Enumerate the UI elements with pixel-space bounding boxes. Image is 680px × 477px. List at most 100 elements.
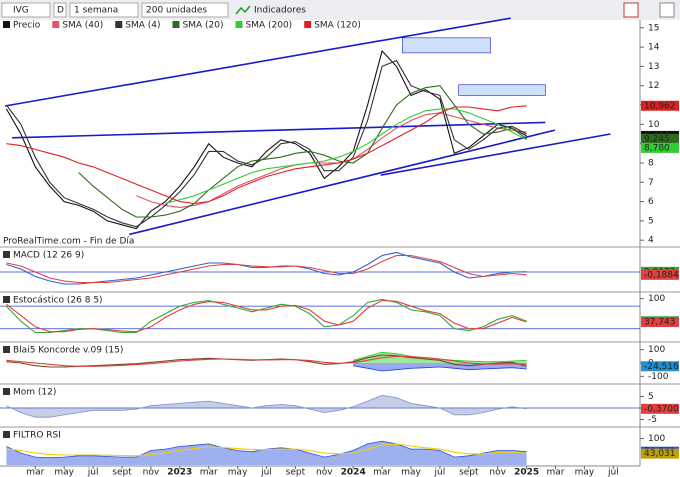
series-line: [6, 440, 527, 459]
panel-title: Estocástico (26 8 5): [13, 296, 103, 306]
units[interactable]: 200 unidades: [146, 6, 207, 16]
legend-swatch: [304, 21, 312, 28]
y-tick-label: 4: [648, 236, 654, 246]
y-tick-label: 13: [648, 62, 659, 72]
x-tick-label: jul: [260, 468, 272, 477]
price-tag-label: -24,516: [644, 362, 679, 372]
y-tick-label: 100: [648, 345, 665, 355]
y-tick-label: 14: [648, 43, 660, 53]
x-tick-label: jul: [87, 468, 99, 477]
source-note: ProRealTime.com - Fin de Día: [3, 237, 134, 247]
x-tick-label: nov: [316, 468, 333, 477]
trend-line: [380, 133, 611, 176]
price-tag-label: -0,3700: [644, 404, 679, 414]
price-tag-label: 9,245: [644, 134, 670, 144]
panel-title-icon: [3, 346, 10, 353]
mode-box[interactable]: [53, 2, 67, 18]
y-tick-label: 12: [648, 81, 659, 91]
legend-swatch: [3, 21, 10, 28]
legend-label: SMA (4): [125, 21, 160, 31]
y-tick-label: 10: [648, 120, 660, 130]
x-tick-label: mar: [200, 468, 218, 477]
period-box[interactable]: [69, 2, 139, 18]
alert-button[interactable]: [623, 2, 639, 18]
legend-label: Precio: [13, 21, 41, 31]
series-line: [78, 85, 527, 218]
symbol[interactable]: IVG: [13, 6, 29, 16]
series-line: [5, 49, 527, 230]
price-tag: [641, 100, 679, 111]
zone: [402, 37, 491, 54]
period[interactable]: 1 semana: [74, 6, 118, 16]
mode[interactable]: D: [57, 6, 64, 16]
area: [6, 441, 527, 465]
panel-title: Blai5 Koncorde v.09 (15): [13, 346, 123, 356]
panel-title-icon: [3, 431, 10, 438]
legend-label: SMA (200): [245, 21, 292, 31]
x-tick-label: nov: [143, 468, 160, 477]
panel-title: MACD (12 26 9): [13, 251, 84, 261]
legend-swatch: [235, 21, 243, 28]
price-tag: [641, 317, 679, 328]
x-tick-label: mar: [26, 468, 44, 477]
legend-swatch: [172, 21, 180, 28]
x-tick-label: sept: [459, 468, 479, 477]
price-tag-label: 43,031: [644, 449, 676, 459]
price-tag: [641, 448, 679, 459]
price-tag-label: -0,1884: [644, 270, 679, 280]
series-line: [136, 112, 527, 208]
y-tick-label: 6: [648, 197, 654, 207]
series-line: [6, 299, 527, 333]
settings-button[interactable]: [659, 2, 675, 18]
legend-label: SMA (120): [314, 21, 361, 31]
legend-swatch: [52, 21, 60, 28]
series-line: [5, 59, 527, 228]
area: [6, 395, 527, 418]
legend-label: SMA (40): [62, 21, 103, 31]
price-tag-label: 8,780: [644, 143, 670, 153]
series-line: [6, 105, 527, 205]
x-tick-label: sept: [286, 468, 306, 477]
panel-title-icon: [3, 251, 10, 258]
x-tick-label: nov: [489, 468, 506, 477]
series-line: [6, 355, 527, 367]
price-tag: [641, 269, 679, 280]
units-box[interactable]: [141, 2, 229, 18]
y-tick-label: 5: [648, 392, 654, 402]
y-tick-label: 100: [648, 434, 665, 444]
series-line: [6, 254, 527, 284]
x-tick-label: mar: [547, 468, 565, 477]
panel-title: FILTRO RSI: [13, 431, 61, 441]
price-tag: [641, 142, 679, 153]
zone: [458, 84, 546, 96]
indicators-icon[interactable]: [235, 5, 251, 15]
y-tick-label: 5: [648, 216, 654, 226]
y-tick-label: 100: [648, 294, 665, 304]
x-tick-label: 2023: [167, 468, 192, 477]
y-tick-label: 8: [648, 158, 654, 168]
legend-swatch: [115, 21, 123, 28]
series-line: [353, 365, 527, 372]
series-line: [165, 108, 527, 205]
series-line: [6, 443, 527, 457]
y-tick-label: -100: [648, 372, 669, 382]
x-tick-label: may: [401, 468, 421, 477]
x-tick-label: may: [575, 468, 595, 477]
x-tick-label: 2025: [514, 468, 539, 477]
x-tick-label: jul: [434, 468, 446, 477]
x-tick-label: may: [228, 468, 248, 477]
price-tag: [641, 361, 679, 372]
x-tick-label: 2024: [341, 468, 366, 477]
price-tag: [641, 403, 679, 414]
symbol-box[interactable]: [1, 2, 51, 18]
indicators[interactable]: Indicadores: [254, 6, 306, 16]
trend-line: [12, 121, 546, 139]
y-tick-label: 7: [648, 178, 654, 188]
y-tick-label: -5: [648, 415, 657, 425]
area: [353, 352, 527, 363]
y-tick-label: 15: [648, 23, 659, 33]
panel-title-icon: [3, 296, 10, 303]
x-tick-label: mar: [373, 468, 391, 477]
x-tick-label: sept: [112, 468, 132, 477]
